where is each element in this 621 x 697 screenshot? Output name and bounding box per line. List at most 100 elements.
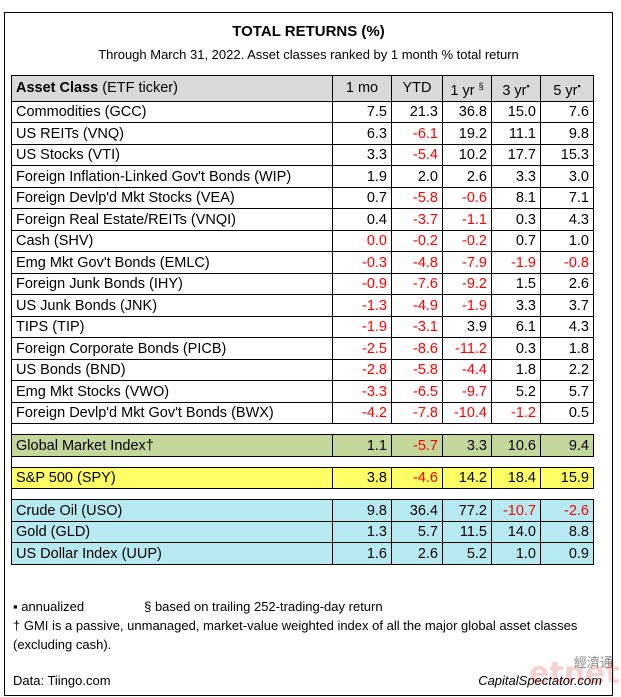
spacer-row xyxy=(11,488,594,500)
asset-name: Foreign Devlp'd Mkt Gov't Bonds (BWX) xyxy=(11,401,333,425)
return-value: -9.2 xyxy=(442,272,492,296)
asset-row: Cash (SHV) 0.0 -0.2 -0.2 0.7 1.0 xyxy=(11,229,594,253)
return-value: 7.5 xyxy=(332,100,392,124)
return-value: 36.4 xyxy=(391,499,443,522)
return-value: 0.3 xyxy=(491,208,541,231)
asset-row: Foreign Corporate Bonds (PICB) -2.5 -8.6 -1… xyxy=(11,337,594,360)
return-value: -9.7 xyxy=(442,380,492,403)
header-1mo: 1 mo xyxy=(332,75,392,102)
table-subtitle: Through March 31, 2022. Asset classes ra… xyxy=(98,47,519,62)
return-value: 19.2 xyxy=(442,122,492,145)
return-value: 11.1 xyxy=(491,122,541,145)
return-value: 7.6 xyxy=(540,100,594,124)
header-row: Asset Class (ETF ticker) 1 mo YTD 1 yr §… xyxy=(11,75,594,102)
watermark-chinese: 經濟通 xyxy=(573,655,613,670)
asset-name: Emg Mkt Gov't Bonds (EMLC) xyxy=(11,251,333,274)
returns-panel: TOTAL RETURNS (%) Through March 31, 2022… xyxy=(4,12,613,696)
return-value: 0.9 xyxy=(540,542,594,565)
asset-name: S&P 500 (SPY) xyxy=(11,466,333,490)
return-value: 9.4 xyxy=(540,434,594,457)
return-value: -10.7 xyxy=(491,499,541,522)
return-value: 5.2 xyxy=(491,380,541,403)
return-value: 15.9 xyxy=(540,466,594,490)
return-value: -1.9 xyxy=(491,251,541,274)
return-value: 5.7 xyxy=(391,520,443,544)
return-value: -2.6 xyxy=(540,499,594,522)
return-value: 9.8 xyxy=(540,122,594,145)
data-source: Data: Tiingo.com xyxy=(13,673,111,688)
return-value: -1.2 xyxy=(491,401,541,425)
return-value: -4.9 xyxy=(391,294,443,317)
return-value: 11.5 xyxy=(442,520,492,544)
asset-row: Foreign Inflation-Linked Gov't Bonds (WI… xyxy=(11,165,594,188)
asset-row: Foreign Real Estate/REITs (VNQI) 0.4 -3.7-… xyxy=(11,208,594,231)
gmi-note: † GMI is a passive, unmanaged, market-va… xyxy=(13,618,578,652)
return-value: -6.1 xyxy=(391,122,443,145)
return-value: 6.3 xyxy=(332,122,392,145)
return-value: 14.2 xyxy=(442,466,492,490)
asset-row: TIPS (TIP) -1.9 -3.1 3.9 6.1 4.3 xyxy=(11,315,594,339)
return-value: 8.1 xyxy=(491,186,541,210)
header-1yr: 1 yr § xyxy=(442,75,492,102)
return-value: -6.5 xyxy=(391,380,443,403)
asset-name: Foreign Inflation-Linked Gov't Bonds (WI… xyxy=(11,165,333,188)
return-value: 1.0 xyxy=(491,542,541,565)
return-value: 0.5 xyxy=(540,401,594,425)
asset-row: US Bonds (BND) -2.8 -5.8 -4.4 1.8 2.2 xyxy=(11,358,594,382)
etnet-watermark: etnet xyxy=(529,656,620,691)
return-value: -7.6 xyxy=(391,272,443,296)
return-value: 17.7 xyxy=(491,143,541,167)
asset-name: Commodities (GCC) xyxy=(11,100,333,124)
return-value: -5.7 xyxy=(391,434,443,457)
table-title: TOTAL RETURNS (%) xyxy=(232,23,385,40)
return-value: 2.0 xyxy=(391,165,443,188)
asset-row: US Stocks (VTI) 3.3 -5.4 10.2 17.7 15.3 xyxy=(11,143,594,167)
return-value: -4.2 xyxy=(332,401,392,425)
return-value: -2.8 xyxy=(332,358,392,382)
return-value: -5.4 xyxy=(391,143,443,167)
asset-row: Emg Mkt Stocks (VWO) -3.3 -6.5 -9.7 5.2 5.7 xyxy=(11,380,594,403)
asset-row: US REITs (VNQ) 6.3 -6.1 19.2 11.1 9.8 xyxy=(11,122,594,145)
return-value: 2.2 xyxy=(540,358,594,382)
asset-row: Foreign Devlp'd Mkt Gov't Bonds (BWX) -4.… xyxy=(11,401,594,425)
asset-name: Foreign Devlp'd Mkt Stocks (VEA) xyxy=(11,186,333,210)
return-value: 2.6 xyxy=(442,165,492,188)
return-value: 1.3 xyxy=(332,520,392,544)
return-value: -4.8 xyxy=(391,251,443,274)
footnotes: ▪ annualized § based on trailing 252-trad… xyxy=(13,597,608,654)
return-value: 3.3 xyxy=(491,294,541,317)
return-value: -0.6 xyxy=(442,186,492,210)
return-value: -7.9 xyxy=(442,251,492,274)
return-value: -1.9 xyxy=(332,315,392,339)
header-3yr: 3 yr▪ xyxy=(491,75,541,102)
return-value: -10.4 xyxy=(442,401,492,425)
return-value: 5.2 xyxy=(442,542,492,565)
alt-asset-row: US Dollar Index (UUP) 1.6 2.6 5.2 1.0 0.9 xyxy=(11,542,594,565)
asset-row: Commodities (GCC) 7.5 21.3 36.8 15.0 7.6 xyxy=(11,100,594,124)
return-value: 0.7 xyxy=(491,229,541,253)
return-value: -7.8 xyxy=(391,401,443,425)
annualized-note: ▪ annualized xyxy=(13,599,85,614)
trailing-note: § based on trailing 252-trading-day retu… xyxy=(144,599,383,614)
brand-credit: CapitalSpectator.com xyxy=(478,673,602,688)
return-value: -2.5 xyxy=(332,337,392,360)
return-value: -0.9 xyxy=(332,272,392,296)
return-value: 3.3 xyxy=(332,143,392,167)
return-value: -3.3 xyxy=(332,380,392,403)
return-value: -1.1 xyxy=(442,208,492,231)
return-value: 10.6 xyxy=(491,434,541,457)
header-5yr: 5 yr▪ xyxy=(540,75,594,102)
return-value: 1.8 xyxy=(491,358,541,382)
return-value: -1.9 xyxy=(442,294,492,317)
asset-name: US REITs (VNQ) xyxy=(11,122,333,145)
asset-name: US Junk Bonds (JNK) xyxy=(11,294,333,317)
return-value: 14.0 xyxy=(491,520,541,544)
asset-name: Crude Oil (USO) xyxy=(11,499,333,522)
asset-name: Foreign Junk Bonds (IHY) xyxy=(11,272,333,296)
return-value: 3.0 xyxy=(540,165,594,188)
asset-row: Foreign Junk Bonds (IHY) -0.9 -7.6 -9.2 1.5 2… xyxy=(11,272,594,296)
asset-name: Foreign Real Estate/REITs (VNQI) xyxy=(11,208,333,231)
return-value: 0.3 xyxy=(491,337,541,360)
asset-name: Gold (GLD) xyxy=(11,520,333,544)
return-value: 1.8 xyxy=(540,337,594,360)
